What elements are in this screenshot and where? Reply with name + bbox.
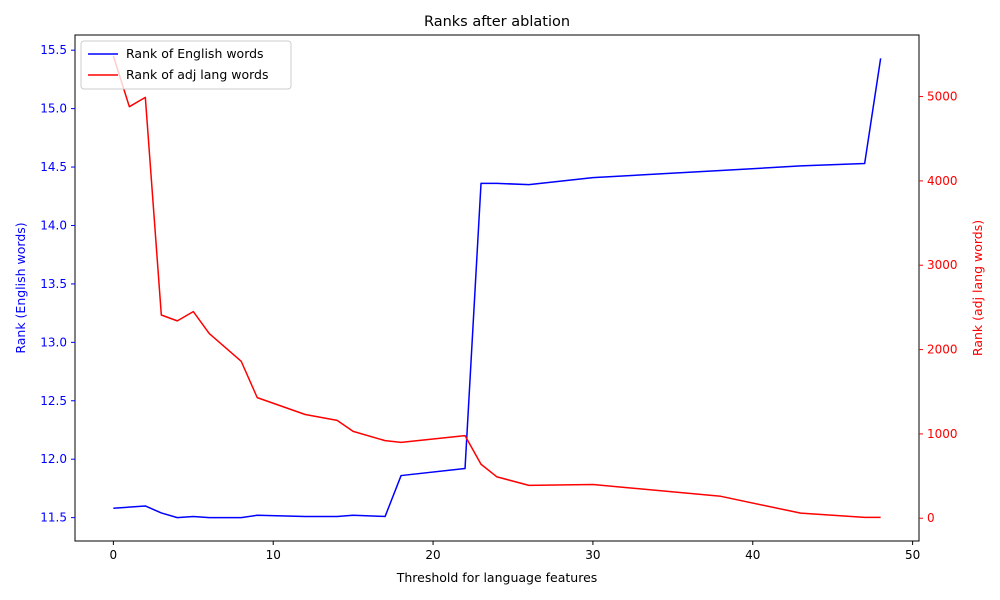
left-y-tick-label: 13.0 [40, 335, 67, 349]
left-y-tick-label: 15.5 [40, 43, 67, 57]
series-line-english-words [113, 58, 882, 519]
right-y-axis-ticks: 0 1000 2000 3000 4000 5000 [919, 90, 958, 525]
series-layer [112, 55, 882, 519]
right-y-tick-label: 1000 [927, 427, 958, 441]
left-y-axis-ticks: 11.5 12.0 12.5 13.0 13.5 14.0 14.5 15.0 15.5 [40, 43, 75, 525]
chart-title: Ranks after ablation [424, 14, 570, 30]
series-line-adj-lang-words [112, 55, 881, 519]
plot-frame [74, 34, 920, 542]
x-tick-label: 0 [110, 548, 118, 562]
legend: Rank of English words Rank of adj lang w… [80, 40, 292, 90]
left-y-tick-label: 15.0 [40, 102, 67, 116]
right-y-tick-label: 5000 [927, 90, 958, 104]
x-tick-label: 40 [745, 548, 760, 562]
left-y-tick-label: 12.0 [40, 452, 67, 466]
left-y-axis-label: Rank (English words) [13, 222, 28, 353]
left-y-tick-label: 12.5 [40, 394, 67, 408]
left-y-tick-label: 14.5 [40, 160, 67, 174]
left-y-tick-label: 11.5 [40, 511, 67, 525]
legend-label-adj-lang: Rank of adj lang words [126, 67, 268, 82]
left-y-tick-label: 13.5 [40, 277, 67, 291]
x-axis-ticks: 0 10 20 30 40 50 [110, 541, 920, 562]
left-y-tick-label: 14.0 [40, 218, 67, 232]
right-y-tick-label: 2000 [927, 343, 958, 357]
legend-label-english: Rank of English words [126, 46, 264, 61]
x-tick-label: 10 [266, 548, 281, 562]
right-y-tick-label: 0 [927, 511, 935, 525]
x-axis-label: Threshold for language features [396, 570, 598, 585]
x-tick-label: 30 [585, 548, 600, 562]
right-y-tick-label: 3000 [927, 258, 958, 272]
legend-box [80, 40, 292, 90]
x-tick-label: 20 [425, 548, 440, 562]
x-tick-label: 50 [905, 548, 920, 562]
right-y-axis-label: Rank (adj lang words) [970, 220, 985, 356]
right-y-tick-label: 4000 [927, 174, 958, 188]
